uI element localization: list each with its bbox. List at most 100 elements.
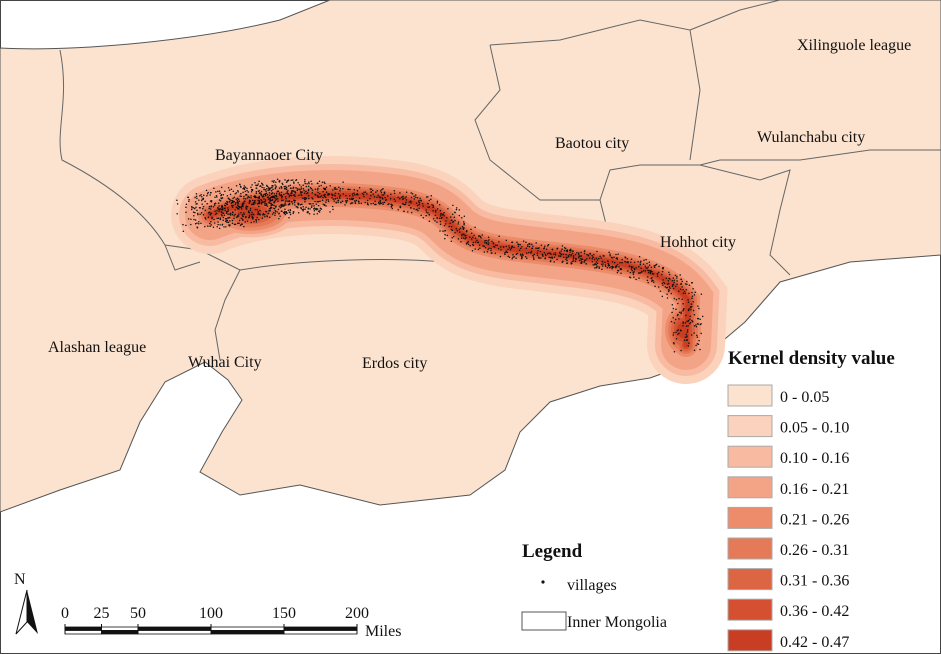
- village: [627, 270, 629, 272]
- village: [674, 318, 677, 321]
- village: [265, 190, 267, 192]
- village: [449, 216, 452, 218]
- village: [616, 258, 619, 260]
- village: [251, 184, 253, 186]
- village: [281, 199, 283, 202]
- village: [470, 238, 473, 240]
- village: [454, 231, 456, 234]
- village: [253, 201, 256, 203]
- village: [611, 267, 613, 270]
- village: [615, 266, 617, 269]
- village: [342, 193, 345, 195]
- village: [444, 237, 446, 240]
- region-label: Bayannaoer City: [215, 147, 323, 164]
- village: [209, 213, 212, 215]
- village: [571, 252, 574, 255]
- village: [666, 293, 668, 295]
- village: [241, 223, 243, 225]
- village: [570, 255, 572, 257]
- village: [295, 179, 297, 182]
- village: [465, 234, 467, 237]
- village: [241, 218, 244, 220]
- village: [229, 220, 231, 222]
- village: [668, 271, 670, 273]
- village: [601, 260, 604, 263]
- village: [305, 206, 307, 209]
- village: [655, 263, 658, 266]
- village: [459, 227, 462, 229]
- village: [567, 256, 570, 258]
- village: [270, 187, 272, 189]
- village: [515, 257, 517, 259]
- village: [552, 253, 555, 255]
- village: [196, 197, 198, 200]
- village: [572, 258, 575, 260]
- village: [527, 243, 529, 246]
- village: [356, 193, 359, 195]
- village: [238, 200, 241, 202]
- village: [434, 214, 437, 217]
- village: [439, 220, 442, 223]
- village: [300, 206, 302, 209]
- village: [428, 206, 431, 208]
- village: [196, 212, 199, 215]
- village: [689, 318, 691, 320]
- village: [607, 260, 609, 262]
- village: [363, 195, 365, 198]
- village: [290, 201, 293, 203]
- village: [308, 203, 311, 205]
- village: [352, 195, 354, 197]
- village: [314, 188, 317, 190]
- village: [639, 272, 642, 274]
- village: [297, 204, 300, 206]
- village: [190, 223, 192, 226]
- village: [270, 190, 273, 192]
- village: [689, 321, 692, 324]
- village: [240, 217, 243, 220]
- village: [445, 220, 447, 222]
- village: [452, 235, 455, 238]
- village: [525, 247, 528, 249]
- village: [342, 188, 344, 190]
- village: [580, 255, 583, 257]
- village: [476, 239, 478, 242]
- village: [271, 180, 273, 182]
- village: [319, 209, 321, 212]
- village: [654, 285, 656, 288]
- village: [662, 284, 664, 286]
- village: [317, 182, 319, 185]
- village: [222, 216, 225, 219]
- village: [687, 325, 689, 327]
- village: [580, 251, 582, 254]
- village: [232, 190, 235, 192]
- village: [302, 187, 305, 190]
- village: [472, 241, 475, 244]
- village: [325, 191, 328, 193]
- village: [244, 194, 247, 196]
- village: [269, 209, 271, 212]
- village: [504, 253, 506, 256]
- village: [275, 205, 277, 207]
- village: [278, 187, 281, 189]
- village: [680, 311, 682, 313]
- village: [650, 266, 653, 269]
- village: [325, 199, 328, 201]
- village: [299, 203, 302, 206]
- village: [593, 253, 595, 256]
- village: [248, 216, 250, 219]
- village: [533, 258, 535, 261]
- village: [393, 189, 396, 192]
- village: [240, 208, 243, 210]
- village: [627, 261, 629, 264]
- village: [187, 196, 189, 198]
- village: [474, 248, 476, 250]
- village: [280, 210, 283, 212]
- village: [242, 191, 244, 194]
- village: [519, 247, 522, 250]
- village: [399, 197, 401, 199]
- village: [490, 247, 492, 250]
- village: [693, 314, 696, 316]
- village: [397, 209, 399, 211]
- village: [278, 180, 280, 182]
- village: [259, 185, 262, 187]
